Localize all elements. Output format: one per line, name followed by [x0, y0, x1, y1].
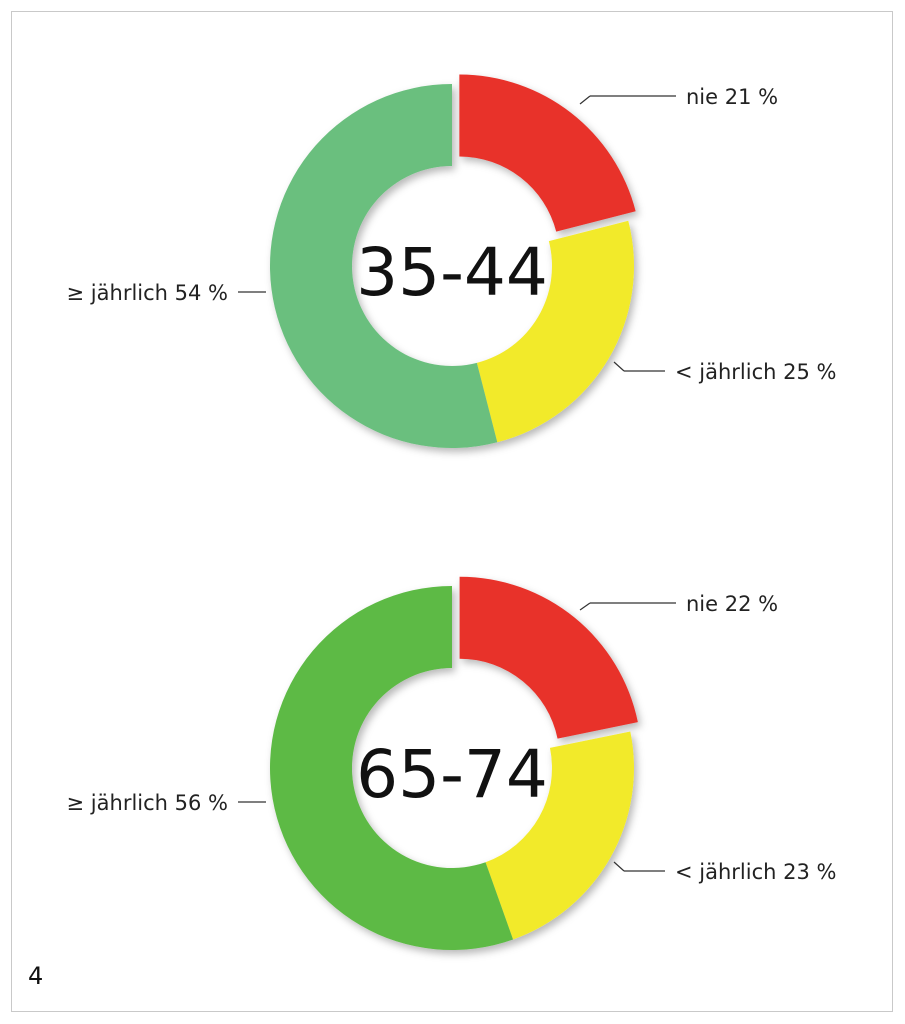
slice-label-nie: nie 21 %	[686, 85, 778, 109]
slice-less-yearly	[476, 220, 634, 443]
leader-line-less-yearly	[613, 361, 625, 372]
center-label: 35-44	[356, 234, 548, 311]
donut-chart-35-44: 35-44 nie 21 % < jährlich 25 % ≥ jährlic…	[67, 74, 836, 448]
leader-line-nie	[579, 95, 591, 105]
slice-label-at-least-yearly: ≥ jährlich 56 %	[67, 791, 228, 815]
figure-number: 4	[28, 962, 44, 990]
figure-frame	[11, 11, 893, 1012]
slice-label-nie: nie 22 %	[686, 592, 778, 616]
donut-chart-65-74: 65-74 nie 22 % < jährlich 23 % ≥ jährlic…	[67, 576, 836, 950]
slice-label-less-yearly: < jährlich 23 %	[675, 860, 836, 884]
leader-line-less-yearly	[613, 861, 625, 872]
slice-at-least-yearly	[269, 84, 498, 448]
slice-label-at-least-yearly: ≥ jährlich 54 %	[67, 281, 228, 305]
center-label: 65-74	[356, 736, 548, 813]
slice-nie	[459, 74, 636, 232]
leader-line-nie	[579, 602, 591, 611]
slice-at-least-yearly	[269, 586, 514, 950]
slice-label-less-yearly: < jährlich 25 %	[675, 360, 836, 384]
slice-nie	[459, 576, 638, 739]
slice-less-yearly	[485, 731, 634, 940]
